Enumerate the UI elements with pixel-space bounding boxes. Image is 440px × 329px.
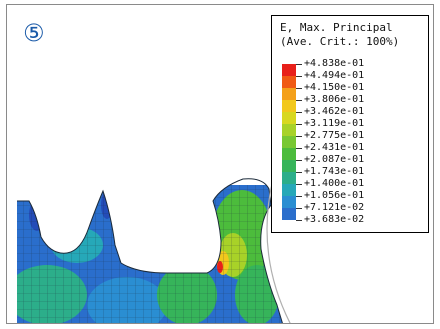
legend-label: +3.119e-01 — [304, 118, 365, 129]
legend-tick — [296, 112, 302, 113]
legend-tick — [296, 172, 302, 173]
legend-tick — [296, 184, 302, 185]
legend-swatch — [282, 124, 296, 136]
legend-swatch — [282, 172, 296, 184]
legend-label: +4.150e-01 — [304, 82, 365, 93]
legend-tick — [296, 136, 302, 137]
legend-label: +2.775e-01 — [304, 130, 365, 141]
legend-swatch — [282, 76, 296, 88]
legend-swatch — [282, 64, 296, 76]
legend-tick — [296, 220, 302, 221]
legend-tick — [296, 208, 302, 209]
legend-swatch — [282, 136, 296, 148]
legend-tick — [296, 76, 302, 77]
fea-mesh-plot — [17, 178, 291, 323]
legend-label: +1.400e-01 — [304, 178, 365, 189]
legend-tick — [296, 196, 302, 197]
contact-surface — [266, 178, 291, 323]
legend-swatch — [282, 88, 296, 100]
legend-label: +2.431e-01 — [304, 142, 365, 153]
contour-legend: E, Max. Principal (Ave. Crit.: 100%) +4.… — [271, 15, 429, 233]
legend-label: +3.683e-02 — [304, 214, 365, 225]
legend-tick — [296, 124, 302, 125]
legend-tick — [296, 64, 302, 65]
legend-swatch — [282, 208, 296, 220]
panel-number: ⑤ — [23, 19, 45, 47]
legend-tick — [296, 148, 302, 149]
legend-swatch — [282, 100, 296, 112]
legend-title-line2: (Ave. Crit.: 100%) — [280, 35, 400, 48]
part-outline — [17, 178, 283, 323]
legend-tick — [296, 88, 302, 89]
legend-tick — [296, 160, 302, 161]
legend-title-line1: E, Max. Principal — [280, 21, 393, 34]
legend-label: +4.494e-01 — [304, 70, 365, 81]
legend-swatch — [282, 196, 296, 208]
legend-swatch — [282, 184, 296, 196]
legend-label: +1.743e-01 — [304, 166, 365, 177]
legend-label: +2.087e-01 — [304, 154, 365, 165]
legend-label: +7.121e-02 — [304, 202, 365, 213]
legend-label: +3.806e-01 — [304, 94, 365, 105]
legend-label: +1.056e-01 — [304, 190, 365, 201]
legend-swatch — [282, 160, 296, 172]
legend-label: +4.838e-01 — [304, 58, 365, 69]
legend-swatch — [282, 148, 296, 160]
legend-tick — [296, 100, 302, 101]
legend-swatch — [282, 112, 296, 124]
legend-label: +3.462e-01 — [304, 106, 365, 117]
figure-frame: ⑤ E, Max. Principal (Ave. Crit.: 100%) +… — [6, 4, 434, 324]
